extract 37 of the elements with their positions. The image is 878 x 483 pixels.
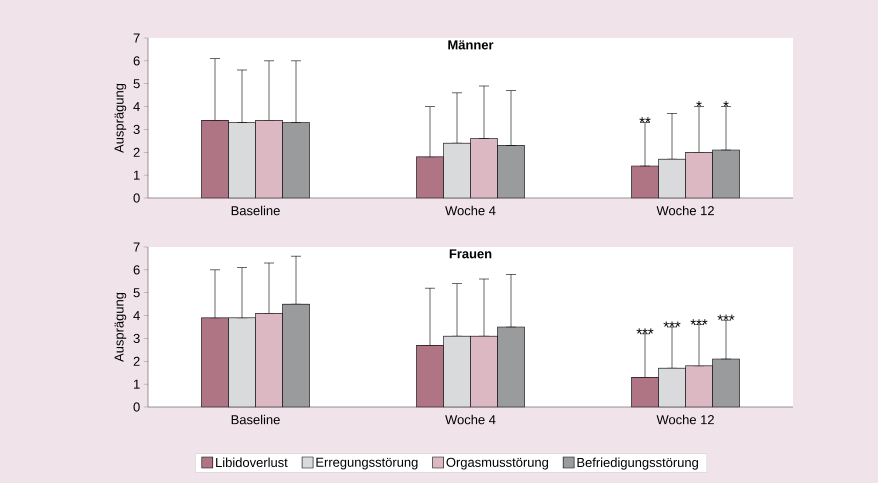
y-tick-label: 7 xyxy=(134,242,140,252)
y-tick-label: 2 xyxy=(134,148,140,157)
y-tick-label: 1 xyxy=(134,170,140,180)
x-tick-label: Baseline xyxy=(232,414,280,424)
y-tick-label: 0 xyxy=(134,193,140,203)
legend-label: Libidoverlust xyxy=(216,458,288,468)
x-tick-label: Woche 4 xyxy=(445,206,496,216)
y-tick-label: 0 xyxy=(134,402,140,412)
y-axis-title: Ausprägung xyxy=(114,292,126,362)
y-axis-title: Ausprägung xyxy=(114,84,126,153)
y-tick-label: 4 xyxy=(133,102,140,112)
y-tick-label: 3 xyxy=(134,334,140,344)
y-tick-label: 3 xyxy=(134,124,140,134)
y-tick-label: 4 xyxy=(133,311,140,320)
data-label: *** xyxy=(718,314,734,320)
x-tick-label: Woche 12 xyxy=(656,206,714,216)
chart-title: Frauen xyxy=(450,249,492,258)
legend-label: Erregungsstörung xyxy=(316,458,418,470)
chart-title: Männer xyxy=(448,40,494,50)
x-tick-label: Woche 12 xyxy=(656,414,714,424)
y-tick-label: 6 xyxy=(134,265,140,274)
data-label: *** xyxy=(664,322,680,327)
x-tick-label: Woche 4 xyxy=(445,414,496,424)
data-label: * xyxy=(723,101,729,106)
data-label: ** xyxy=(639,117,651,122)
data-label: * xyxy=(696,101,702,106)
y-tick-label: 2 xyxy=(134,356,140,366)
x-tick-label: Baseline xyxy=(232,206,280,216)
legend-label: Orgasmusstörung xyxy=(446,458,548,470)
legend-label: Befriedigungsstörung xyxy=(577,458,698,470)
data-label: *** xyxy=(636,328,654,334)
y-tick-label: 7 xyxy=(134,34,140,42)
y-tick-label: 5 xyxy=(134,79,140,88)
y-tick-label: 5 xyxy=(134,288,140,298)
y-tick-label: 6 xyxy=(134,56,140,66)
data-label: *** xyxy=(690,319,708,324)
y-tick-label: 1 xyxy=(134,380,140,389)
